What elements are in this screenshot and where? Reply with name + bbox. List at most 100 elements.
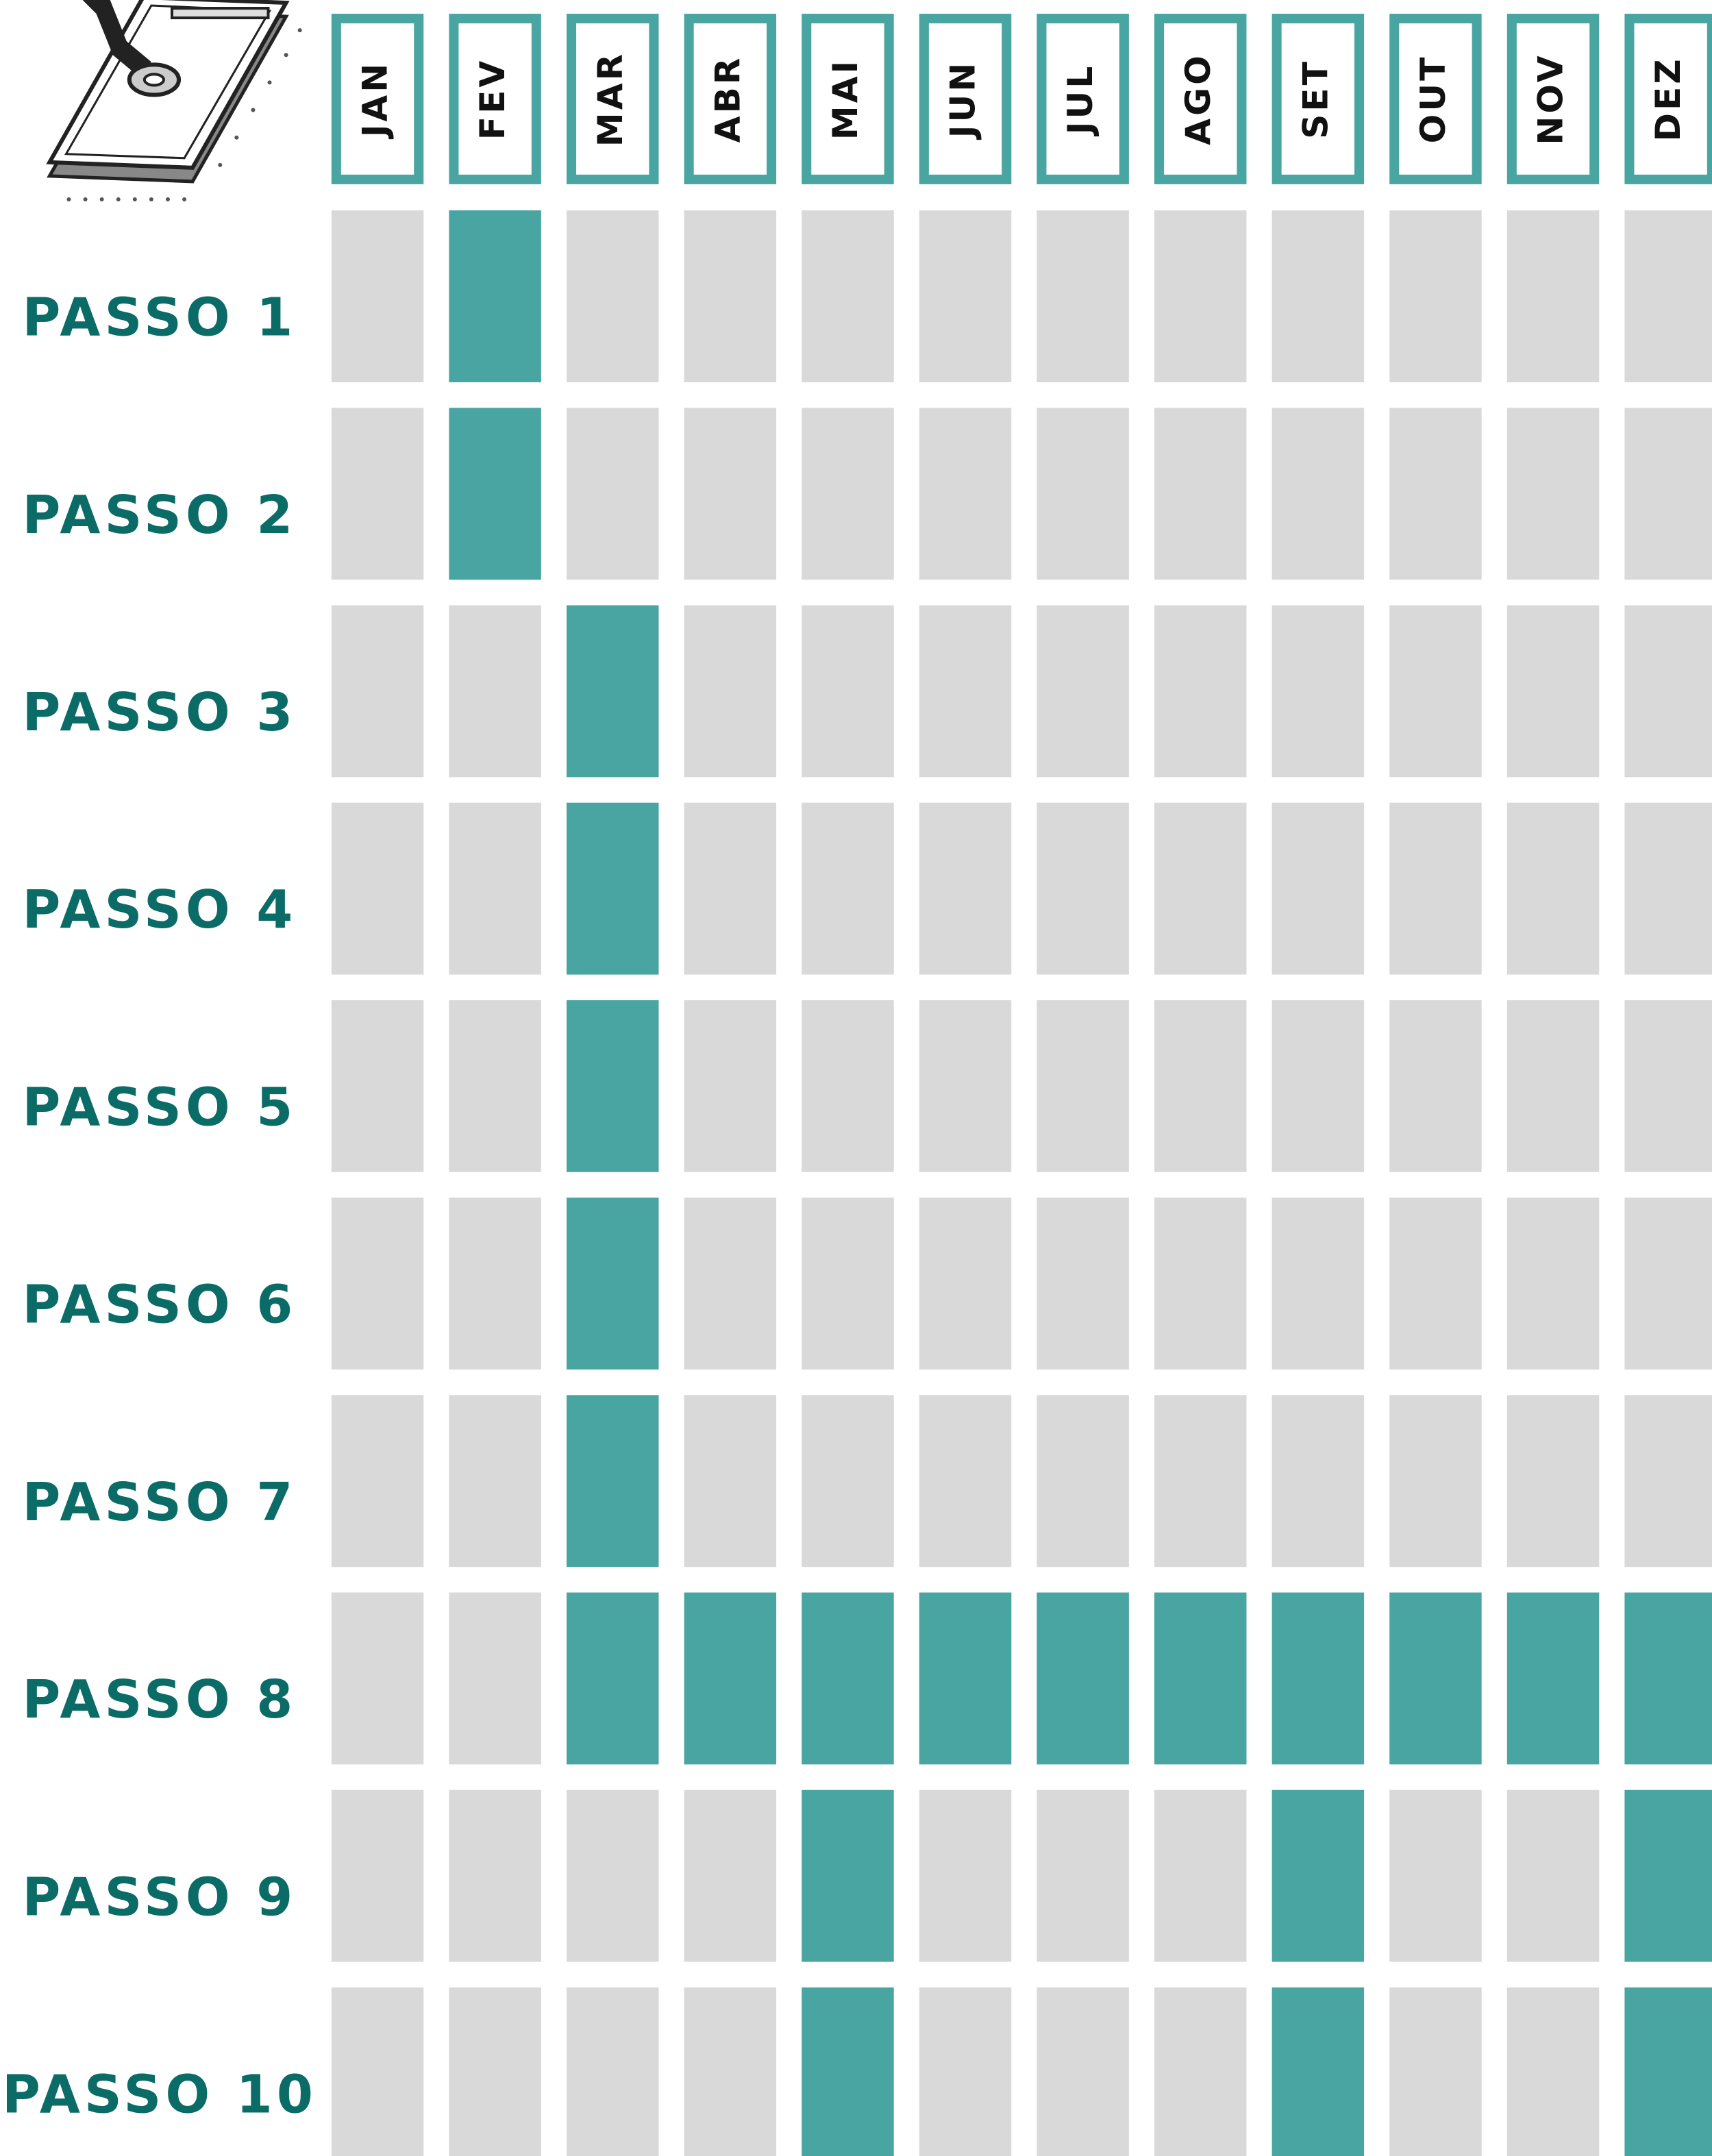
schedule-cell xyxy=(567,605,658,777)
schedule-cell xyxy=(567,1790,658,1962)
schedule-cell xyxy=(1037,1790,1128,1962)
schedule-cell xyxy=(1154,1395,1246,1567)
schedule-cell xyxy=(1624,1987,1712,2156)
schedule-cell xyxy=(1507,1000,1599,1172)
schedule-cell xyxy=(1624,1000,1712,1172)
schedule-cell xyxy=(449,1198,541,1370)
schedule-cell xyxy=(1154,605,1246,777)
schedule-cell xyxy=(919,408,1011,580)
schedule-cell xyxy=(1507,1198,1599,1370)
schedule-cell xyxy=(567,1395,658,1567)
schedule-cell xyxy=(332,210,423,382)
schedule-cell xyxy=(1154,1987,1246,2156)
month-label: ABR xyxy=(707,55,747,143)
schedule-cell xyxy=(1272,1987,1364,2156)
schedule-cell xyxy=(567,1000,658,1172)
schedule-cell xyxy=(1037,1000,1128,1172)
schedule-cell xyxy=(919,803,1011,975)
schedule-cell xyxy=(1624,605,1712,777)
step-label: PASSO 5 xyxy=(23,1076,297,1137)
month-label: FEV xyxy=(472,58,512,140)
schedule-cell xyxy=(567,210,658,382)
schedule-cell xyxy=(919,210,1011,382)
schedule-cell xyxy=(1037,1593,1128,1765)
month-label: AGO xyxy=(1178,53,1218,145)
schedule-cell xyxy=(332,1198,423,1370)
schedule: JANFEVMARABRMAIJUNJULAGOSETOUTNOVDEZPASS… xyxy=(0,0,1712,2156)
schedule-cell xyxy=(684,1198,776,1370)
month-label: JAN xyxy=(355,61,395,139)
step-label: PASSO 8 xyxy=(23,1669,297,1730)
month-label: DEZ xyxy=(1648,56,1688,141)
step-label: PASSO 10 xyxy=(2,2064,317,2124)
schedule-cell xyxy=(1272,605,1364,777)
page: {"months": ["JAN", "FEV", "MAR", "ABR", … xyxy=(0,0,1712,2156)
schedule-cell xyxy=(919,605,1011,777)
schedule-cell xyxy=(684,1000,776,1172)
schedule-cell xyxy=(919,1395,1011,1567)
schedule-cell xyxy=(449,1593,541,1765)
schedule-cell xyxy=(1624,1593,1712,1765)
schedule-cell xyxy=(684,803,776,975)
schedule-cell xyxy=(919,1593,1011,1765)
step-label: PASSO 2 xyxy=(23,484,297,545)
step-label: PASSO 6 xyxy=(23,1274,297,1335)
month-label: JUN xyxy=(943,60,983,140)
step-label: PASSO 4 xyxy=(23,879,297,940)
schedule-cell xyxy=(332,1593,423,1765)
schedule-cell xyxy=(1272,408,1364,580)
schedule-cell xyxy=(1624,210,1712,382)
schedule-cell xyxy=(449,408,541,580)
schedule-cell xyxy=(567,1593,658,1765)
step-label: PASSO 1 xyxy=(23,287,297,348)
month-label: MAR xyxy=(590,51,630,147)
schedule-cell xyxy=(449,605,541,777)
schedule-cell xyxy=(1154,408,1246,580)
schedule-cell xyxy=(1272,1000,1364,1172)
schedule-cell xyxy=(1037,1987,1128,2156)
schedule-cell xyxy=(1037,1198,1128,1370)
schedule-cell xyxy=(919,1790,1011,1962)
schedule-cell xyxy=(1624,1790,1712,1962)
schedule-cell xyxy=(449,1395,541,1567)
schedule-cell xyxy=(1507,1593,1599,1765)
step-label: PASSO 3 xyxy=(23,682,297,743)
schedule-cell xyxy=(919,1987,1011,2156)
schedule-cell xyxy=(919,1000,1011,1172)
schedule-cell xyxy=(449,1000,541,1172)
schedule-cell xyxy=(1507,210,1599,382)
schedule-cell xyxy=(684,210,776,382)
month-label: NOV xyxy=(1530,53,1571,145)
schedule-cell xyxy=(1507,803,1599,975)
schedule-cell xyxy=(684,408,776,580)
schedule-cell xyxy=(1037,803,1128,975)
schedule-cell xyxy=(1389,605,1481,777)
schedule-cell xyxy=(1389,1790,1481,1962)
schedule-cell xyxy=(332,1790,423,1962)
schedule-cell xyxy=(802,1395,893,1567)
schedule-cell xyxy=(1154,210,1246,382)
schedule-cell xyxy=(1389,408,1481,580)
schedule-cell xyxy=(684,605,776,777)
schedule-cell xyxy=(1037,1395,1128,1567)
schedule-cell xyxy=(1507,1790,1599,1962)
schedule-cell xyxy=(1037,408,1128,580)
schedule-cell xyxy=(1272,1198,1364,1370)
step-label: PASSO 7 xyxy=(23,1472,297,1533)
schedule-cell xyxy=(1624,408,1712,580)
schedule-cell xyxy=(449,1790,541,1962)
schedule-cell xyxy=(684,1790,776,1962)
schedule-cell xyxy=(1154,803,1246,975)
schedule-cell xyxy=(1154,1790,1246,1962)
schedule-cell xyxy=(1154,1198,1246,1370)
month-label: MAI xyxy=(825,58,865,140)
schedule-cell xyxy=(802,1593,893,1765)
schedule-cell xyxy=(1037,605,1128,777)
schedule-cell xyxy=(919,1198,1011,1370)
schedule-cell xyxy=(1389,803,1481,975)
clipboard-icon xyxy=(49,0,301,201)
schedule-cell xyxy=(1389,1395,1481,1567)
schedule-cell xyxy=(1272,1593,1364,1765)
schedule-cell xyxy=(802,1198,893,1370)
schedule-cell xyxy=(1389,1198,1481,1370)
